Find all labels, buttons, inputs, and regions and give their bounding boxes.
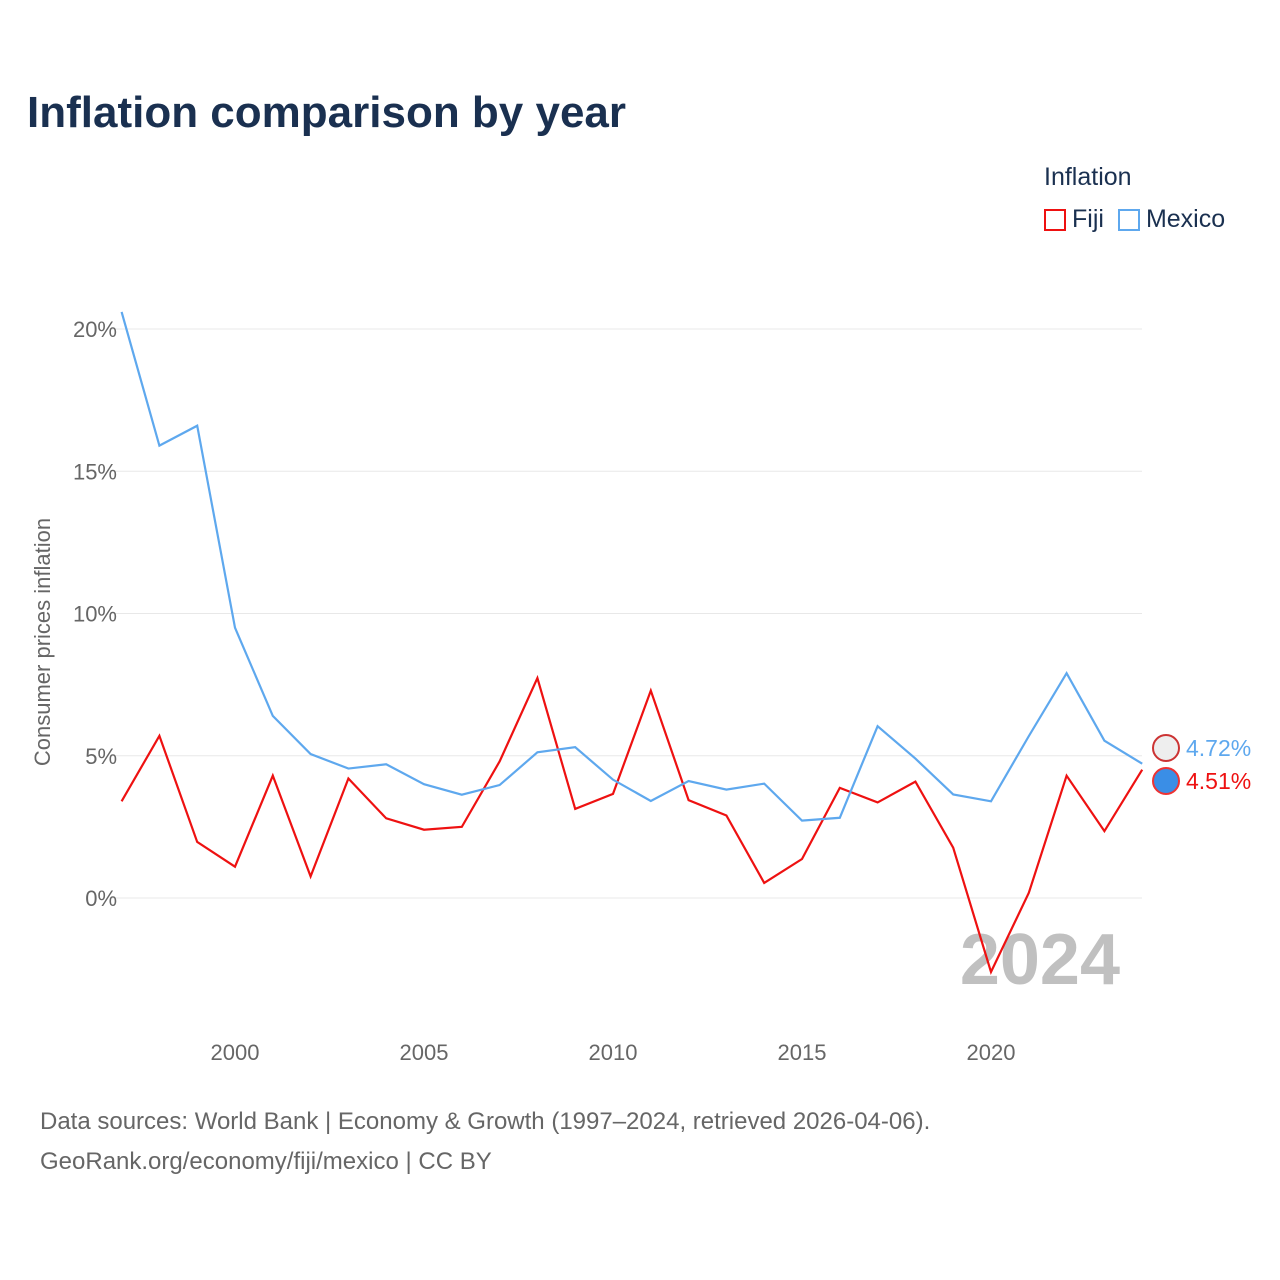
- source-url[interactable]: GeoRank.org/economy/fiji/mexico | CC BY: [40, 1148, 492, 1175]
- end-label-fiji: 4.51%: [1186, 768, 1251, 794]
- y-axis-label: Consumer prices inflation: [30, 518, 55, 766]
- flag-icon-fiji: [1152, 767, 1180, 795]
- legend-item-mexico[interactable]: Mexico: [1117, 205, 1226, 234]
- x-tick-label: 2015: [778, 1040, 827, 1065]
- legend-label-mexico: Mexico: [1145, 205, 1226, 233]
- legend-title: Inflation: [1044, 163, 1132, 191]
- y-tick-label: 0%: [85, 886, 117, 911]
- y-tick-label: 15%: [73, 459, 117, 484]
- x-tick-label: 2005: [400, 1040, 449, 1065]
- x-tick-label: 2000: [211, 1040, 260, 1065]
- source-text: Data sources: World Bank | Economy & Gro…: [40, 1108, 931, 1135]
- legend-label-fiji: Fiji: [1072, 205, 1104, 233]
- year-watermark: 2024: [960, 920, 1120, 1000]
- y-tick-label: 20%: [73, 317, 117, 342]
- x-tick-label: 2020: [967, 1040, 1016, 1065]
- legend-swatch-fiji: [1044, 208, 1066, 231]
- legend-item-fiji[interactable]: Fiji: [1044, 205, 1104, 234]
- legend-swatch-mexico: [1117, 208, 1140, 231]
- series-line-fiji: [120, 674, 1144, 975]
- x-tick-label: 2010: [589, 1040, 638, 1065]
- end-label-mexico: 4.72%: [1186, 735, 1251, 761]
- y-tick-label: 5%: [85, 744, 117, 769]
- series-line-mexico: [120, 311, 1143, 822]
- legend: Fiji Mexico: [1044, 205, 1225, 234]
- y-tick-label: 10%: [73, 602, 117, 627]
- chart-title: Inflation comparison by year: [27, 88, 627, 137]
- flag-icon-mexico: [1152, 734, 1180, 762]
